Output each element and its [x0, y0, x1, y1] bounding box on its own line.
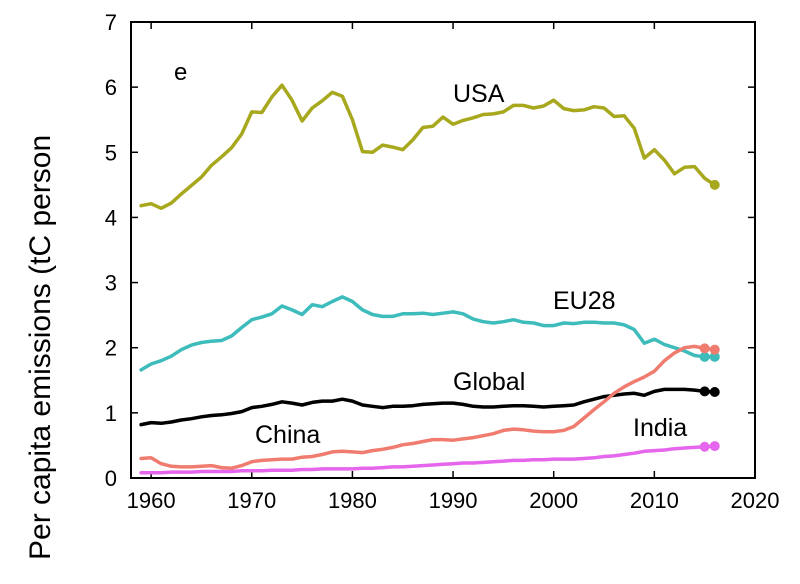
x-tick-label: 1970 — [227, 488, 276, 513]
x-tick-label: 1990 — [429, 488, 478, 513]
y-tick-label: 1 — [105, 401, 117, 426]
x-tick-label: 2000 — [529, 488, 578, 513]
series-label-eu28: EU28 — [553, 287, 616, 315]
series-label-usa: USA — [453, 80, 505, 108]
series-label-china: China — [255, 421, 320, 449]
series-marker-india — [699, 441, 710, 452]
series-layer — [139, 83, 720, 475]
y-tick-label: 2 — [105, 336, 117, 361]
series-marker-eu28 — [699, 351, 710, 362]
x-tick-label: 2020 — [731, 488, 780, 513]
series-line-usa — [139, 83, 717, 211]
series-label-global: Global — [453, 368, 525, 396]
series-marker-global — [709, 387, 720, 398]
series-marker-global — [699, 386, 710, 397]
series-marker-india — [709, 441, 720, 452]
series-label-india: India — [633, 414, 687, 442]
y-tick-label: 6 — [105, 75, 117, 100]
series-marker-usa — [709, 179, 720, 190]
series-line-eu28 — [139, 295, 717, 372]
series-line-india — [139, 444, 717, 475]
panel-label: e — [174, 59, 187, 86]
y-tick-label: 5 — [105, 140, 117, 165]
x-tick-label: 1960 — [127, 488, 176, 513]
plot-frame — [130, 21, 756, 479]
series-marker-china — [709, 344, 720, 355]
series-marker-china — [699, 343, 710, 354]
series-marker-eu28 — [709, 351, 720, 362]
series-line-global — [139, 387, 717, 427]
y-tick-label: 3 — [105, 271, 117, 296]
y-axis-title: Per capita emissions (tC person — [24, 135, 57, 560]
y-tick-label: 7 — [105, 10, 117, 35]
y-tick-label: 0 — [105, 466, 117, 491]
series-labels: USA EU28 Global China India — [255, 80, 687, 449]
series-line-china — [139, 344, 717, 470]
y-tick-label: 4 — [105, 205, 117, 230]
axis-ticks: 1960 1970 1980 1990 2000 2010 2020 0 1 2 3 4 5 6 7 — [105, 10, 780, 513]
x-tick-label: 2010 — [630, 488, 679, 513]
x-tick-label: 1980 — [328, 488, 377, 513]
